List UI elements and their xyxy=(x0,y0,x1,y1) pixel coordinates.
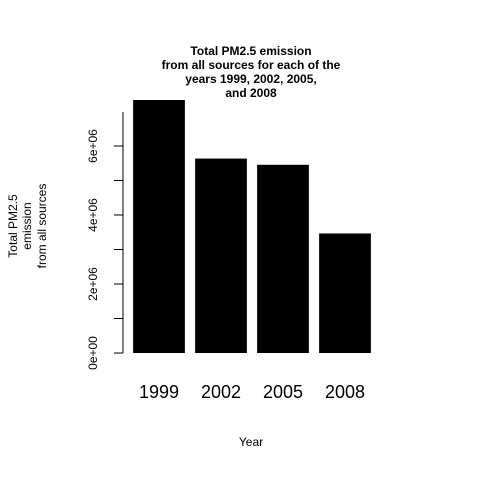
y-tick-label: 2e+06 xyxy=(86,267,100,301)
category-label: 1999 xyxy=(139,382,179,402)
chart-title-line: years 1999, 2002, 2005, xyxy=(185,72,316,86)
chart-title-line: Total PM2.5 emission xyxy=(190,44,311,58)
bar-2008 xyxy=(319,233,371,353)
y-tick-label: 4e+06 xyxy=(86,198,100,232)
y-axis-label-line: emission xyxy=(20,202,34,249)
category-label: 2002 xyxy=(201,382,241,402)
chart-title-line: from all sources for each of the xyxy=(162,58,341,72)
x-axis-label: Year xyxy=(239,435,263,449)
y-axis: 0e+00 2e+06 4e+06 6e+06 xyxy=(86,112,124,370)
bar-2005 xyxy=(257,164,309,353)
category-label: 2008 xyxy=(325,382,365,402)
y-tick-label: 0e+00 xyxy=(86,336,100,370)
chart-title-line: and 2008 xyxy=(225,86,277,100)
bars xyxy=(133,100,371,353)
y-axis-label-line: from all sources xyxy=(35,184,49,269)
y-axis-label: Total PM2.5 emission from all sources xyxy=(6,184,49,269)
category-labels: 1999 2002 2005 2008 xyxy=(139,382,365,402)
y-axis-label-line: Total PM2.5 xyxy=(6,194,20,258)
y-tick-label: 6e+06 xyxy=(86,129,100,163)
bar-1999 xyxy=(133,100,185,353)
category-label: 2005 xyxy=(263,382,303,402)
bar-2002 xyxy=(195,158,247,353)
